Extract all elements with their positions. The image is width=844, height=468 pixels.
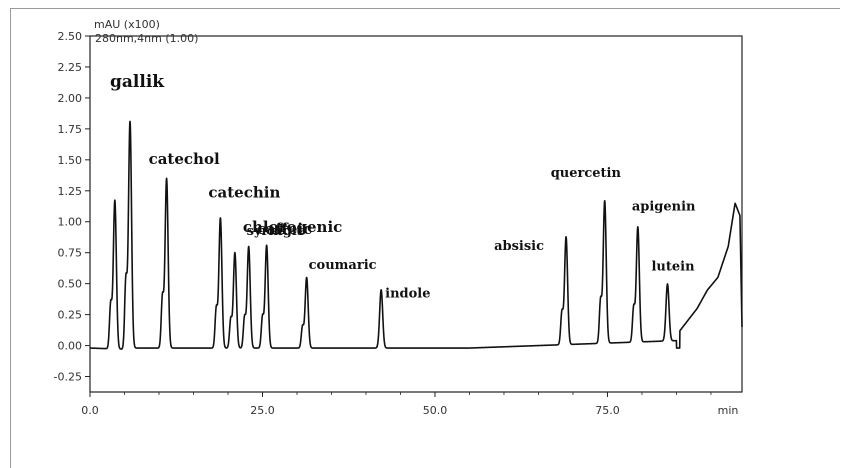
y-tick-label: 0.25: [58, 309, 83, 322]
peak-label-gallik: gallik: [110, 72, 165, 92]
peak-label-apigenin: apigenin: [632, 199, 696, 214]
chart-frame: [10, 8, 840, 468]
y-tick-label: 1.25: [58, 185, 83, 198]
peak-label-lutein: lutein: [651, 260, 695, 275]
detector-settings-label: 280nm,4nm (1.00): [95, 32, 198, 45]
x-tick-label: 50.0: [423, 404, 448, 417]
peak-label-absisic: absisic: [494, 239, 544, 254]
peak-label-catechin: catechin: [208, 184, 280, 202]
peak-label-quercetin: quercetin: [551, 166, 622, 181]
y-tick-label: 2.00: [58, 92, 83, 105]
y-tick-label: 0.00: [58, 340, 83, 353]
x-tick-label: 75.0: [595, 404, 620, 417]
y-tick-label: 2.25: [58, 61, 83, 74]
y-axis-unit-label: mAU (x100): [94, 18, 160, 31]
peak-label-syringic: syringic: [247, 224, 305, 239]
peak-label-indole: indole: [385, 286, 430, 301]
peak-label-caffeic: caffeic: [257, 220, 313, 238]
y-tick-label: 0.50: [58, 278, 83, 291]
x-axis-unit-label: min: [718, 404, 739, 417]
y-tick-label: 2.50: [58, 30, 83, 43]
x-tick-label: 0.0: [81, 404, 99, 417]
chromatogram-trace: [89, 120, 743, 350]
y-tick-label: 0.75: [58, 247, 83, 260]
peak-label-chlorogenic: chlorogenic: [243, 218, 342, 236]
y-tick-label: 1.50: [58, 154, 83, 167]
peak-label-coumaric: coumaric: [309, 258, 377, 273]
y-tick-label: 1.75: [58, 123, 83, 136]
x-tick-label: 25.0: [250, 404, 275, 417]
peak-label-catechol: catechol: [149, 150, 220, 168]
y-tick-label: 1.00: [58, 216, 83, 229]
plot-area: [89, 35, 743, 393]
y-tick-label: -0.25: [54, 371, 82, 384]
